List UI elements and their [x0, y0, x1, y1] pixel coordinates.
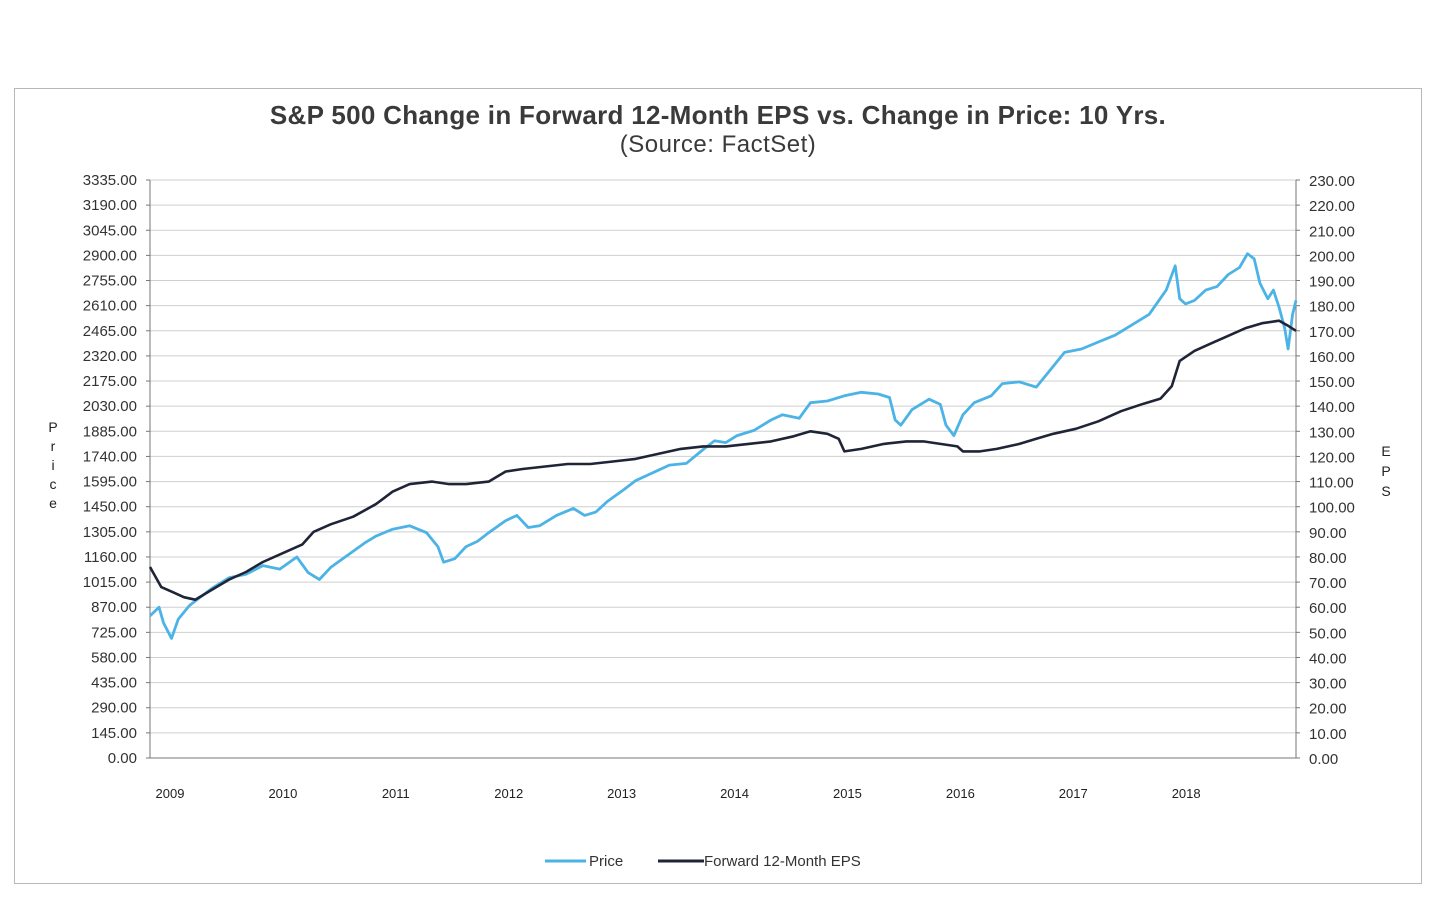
y-left-tick-label: 290.00: [91, 700, 137, 717]
y-left-tick-label: 2900.00: [83, 247, 137, 264]
y-left-tick-label: 2465.00: [83, 323, 137, 340]
y-right-tick-label: 30.00: [1309, 676, 1347, 693]
x-tick-label: 2015: [833, 786, 862, 801]
y-right-tick-label: 90.00: [1309, 525, 1347, 542]
x-axis-labels: 2009 2010 2011 2012 2013 2014 2015 2016 2017 2018: [156, 786, 1201, 801]
y-axis-right-label: EPS: [1381, 443, 1390, 499]
x-tick-label: 2016: [946, 786, 975, 801]
y-right-tick-label: 170.00: [1309, 324, 1355, 341]
y-left-tick-label: 870.00: [91, 599, 137, 616]
y-left-tick-label: 725.00: [91, 624, 137, 641]
y-right-tick-label: 210.00: [1309, 223, 1355, 240]
y-left-tick-label: 580.00: [91, 649, 137, 666]
y-right-label-letter: S: [1381, 483, 1390, 499]
y-left-tick-label: 1015.00: [83, 574, 137, 591]
y-left-tick-label: 1160.00: [84, 549, 137, 566]
x-tick-label: 2011: [382, 786, 410, 801]
legend: Price Forward 12-Month EPS: [545, 853, 861, 870]
y-left-tick-label: 3335.00: [83, 172, 137, 189]
y-right-tick-label: 220.00: [1309, 198, 1355, 215]
x-tick-label: 2009: [156, 786, 185, 801]
y-right-tick-label: 100.00: [1309, 500, 1355, 517]
y-axis-left-label: Price: [48, 419, 57, 511]
grid-lines: [150, 179, 1296, 759]
y-right-tick-label: 60.00: [1309, 600, 1347, 617]
y-right-tick-label: 70.00: [1309, 575, 1347, 592]
x-tick-label: 2012: [494, 786, 523, 801]
y-left-label-letter: i: [51, 457, 54, 473]
y-left-tick-label: 1740.00: [83, 448, 137, 465]
y-right-tick-label: 180.00: [1309, 299, 1355, 316]
y-left-label-letter: P: [48, 419, 57, 435]
y-left-tick-label: 3045.00: [83, 222, 137, 239]
y-left-tick-label: 1450.00: [83, 499, 137, 516]
y-right-tick-label: 20.00: [1309, 701, 1347, 718]
y-right-tick-label: 40.00: [1309, 650, 1347, 667]
y-right-tick-label: 0.00: [1309, 751, 1338, 768]
y-right-tick-label: 120.00: [1309, 449, 1355, 466]
y-left-tick-label: 3190.00: [83, 197, 137, 214]
y-right-tick-label: 190.00: [1309, 274, 1355, 291]
y-left-tick-label: 2030.00: [83, 398, 137, 415]
series-line-eps: [148, 319, 1297, 601]
chart-subtitle: (Source: FactSet): [619, 131, 817, 158]
y-left-tick-label: 2755.00: [83, 273, 137, 290]
y-right-tick-label: 200.00: [1309, 248, 1355, 265]
x-tick-label: 2013: [607, 786, 636, 801]
y-left-tick-label: 1595.00: [83, 474, 137, 491]
x-tick-label: 2014: [720, 786, 749, 801]
chart-frame: [14, 88, 1422, 884]
y-left-tick-label: 145.00: [91, 725, 137, 742]
y-left-tick-label: 1305.00: [83, 524, 137, 541]
y-left-tick-label: 1885.00: [83, 423, 137, 440]
legend-eps-label: Forward 12-Month EPS: [704, 853, 861, 870]
x-tick-label: 2017: [1059, 786, 1088, 801]
series-group: [148, 252, 1298, 640]
chart-title: S&P 500 Change in Forward 12-Month EPS v…: [269, 100, 1167, 130]
legend-price-label: Price: [589, 853, 623, 870]
y-right-label-letter: E: [1381, 443, 1390, 459]
series-line-price: [149, 252, 1298, 640]
y-left-label-letter: c: [50, 476, 57, 492]
y-right-label-letter: P: [1381, 463, 1390, 479]
y-right-tick-label: 80.00: [1309, 550, 1347, 567]
y-left-tick-label: 0.00: [108, 750, 137, 767]
y-left-label-letter: r: [51, 438, 56, 454]
y-left-tick-label: 2175.00: [83, 373, 137, 390]
x-tick-label: 2018: [1172, 786, 1201, 801]
y-right-tick-label: 10.00: [1309, 726, 1347, 743]
y-right-tick-label: 110.00: [1309, 475, 1354, 492]
y-right-tick-label: 160.00: [1309, 349, 1355, 366]
y-right-tick-label: 230.00: [1309, 173, 1355, 190]
y-axis-right-ticks: 230.00 220.00 210.00 200.00 190.00 180.00 170.…: [1296, 173, 1355, 768]
x-tick-label: 2010: [268, 786, 297, 801]
y-right-tick-label: 150.00: [1309, 374, 1355, 391]
y-left-tick-label: 2610.00: [83, 298, 137, 315]
y-left-tick-label: 435.00: [91, 675, 137, 692]
y-right-tick-label: 140.00: [1309, 399, 1355, 416]
y-right-tick-label: 130.00: [1309, 424, 1355, 441]
y-axis-left-ticks: 3335.00 3190.00 3045.00 2900.00 2755.00 2610.…: [83, 172, 150, 767]
y-right-tick-label: 50.00: [1309, 625, 1347, 642]
y-left-label-letter: e: [49, 495, 57, 511]
y-left-tick-label: 2320.00: [83, 348, 137, 365]
